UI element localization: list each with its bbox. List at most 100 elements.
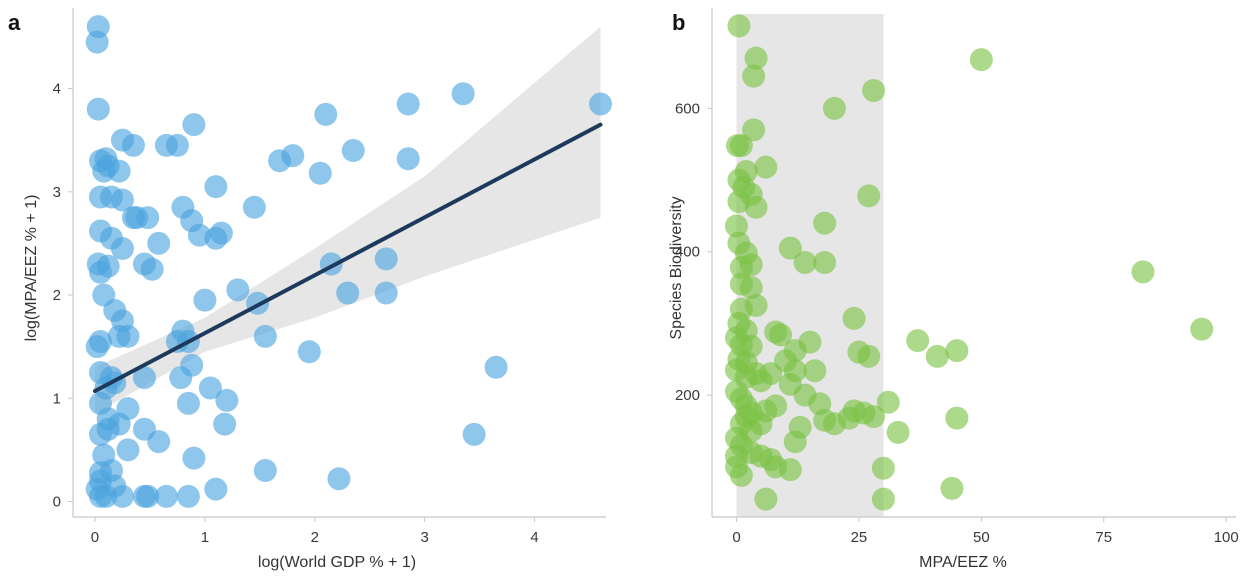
panel-a-data-point — [327, 467, 351, 491]
panel-b-data-point — [906, 329, 930, 353]
panel-b-data-point — [857, 184, 881, 208]
panel-a-data-point — [336, 281, 360, 305]
panel-b-data-point — [862, 78, 886, 102]
panel-a-data-point — [96, 417, 120, 441]
panel-b-y-tick-label: 400 — [675, 244, 700, 261]
panel-b-data-point — [742, 64, 766, 88]
panel-a-data-point — [165, 133, 189, 157]
panel-a-data-point — [154, 484, 178, 508]
panel-b-data-point — [871, 487, 895, 511]
panel-a-y-tick-label: 1 — [53, 390, 61, 407]
panel-a-y-tick-label: 4 — [53, 81, 61, 98]
panel-a-x-tick-label: 4 — [530, 529, 538, 546]
panel-a-data-point — [198, 376, 222, 400]
panel-a-data-point — [85, 477, 109, 501]
panel-b-data-point — [769, 323, 793, 347]
panel-b-data-point — [742, 118, 766, 142]
panel-a: a 0 1 2 3 4 0 1 2 3 4 log(World GDP % + 1) log(MP… — [8, 8, 613, 571]
panel-a-data-point — [107, 324, 131, 348]
panel-b-data-point — [724, 444, 748, 468]
panel-a-data-point — [589, 92, 613, 116]
panel-a-data-point — [86, 97, 110, 121]
panel-a-data-point — [85, 30, 109, 54]
panel-b-data-point — [940, 476, 964, 500]
panel-a-data-point — [226, 278, 250, 302]
panel-a-data-point — [110, 237, 134, 261]
panel-b-data-point — [1131, 260, 1155, 284]
panel-a-data-point — [176, 484, 200, 508]
panel-b-data-point — [793, 251, 817, 274]
panel-a-confidence-band — [94, 26, 601, 414]
panel-a-x-tick-label: 0 — [91, 529, 99, 546]
panel-b-data-point — [925, 344, 949, 368]
panel-a-data-point — [215, 388, 239, 412]
panel-a-data-point — [308, 161, 332, 185]
panel-a-data-point — [182, 446, 206, 470]
panel-a-y-axis-label: log(MPA/EEZ % + 1) — [23, 195, 40, 342]
panel-a-data-point — [462, 422, 486, 446]
panel-a-x-axis-label: log(World GDP % + 1) — [258, 554, 416, 571]
panel-b-data-point — [857, 344, 881, 368]
panel-a-confidence-band-group — [94, 26, 601, 414]
panel-b-data-point — [842, 306, 866, 330]
panel-b-data-point — [822, 96, 846, 120]
panel-a-fit-line-group — [92, 122, 603, 394]
panel-b-x-tick-label: 0 — [732, 529, 740, 546]
panel-b-data-point — [778, 458, 802, 482]
panel-b-data-point — [945, 339, 969, 363]
panel-b-data-point — [727, 190, 751, 214]
panel-b-data-point — [749, 412, 773, 436]
panel-b-data-point — [876, 390, 900, 414]
panel-a-data-point — [253, 459, 277, 483]
panel-b-x-tick-label: 25 — [851, 529, 868, 546]
panel-a-fit-line — [92, 122, 603, 394]
panel-a-data-point — [182, 113, 206, 137]
panel-a-data-point — [132, 366, 156, 390]
panel-b-data-point — [945, 406, 969, 430]
panel-a-data-point — [451, 82, 475, 106]
panel-a-y-tick-label: 0 — [53, 494, 61, 511]
panel-a-x-tick-label: 1 — [201, 529, 209, 546]
panel-b-data-point — [803, 359, 827, 383]
panel-b-data-point — [754, 155, 778, 179]
panel-a-data-point — [180, 353, 204, 377]
panel-a-data-point — [116, 438, 140, 462]
panel-b-x-tick-label: 50 — [973, 529, 990, 546]
panel-b-data-point — [871, 456, 895, 480]
panel-b-data-point — [969, 48, 993, 72]
panel-a-data-point — [193, 288, 217, 312]
panel-a-y-tick-label: 2 — [53, 287, 61, 304]
panel-a-data-point — [125, 206, 149, 230]
panel-b-data-point — [778, 236, 802, 260]
panel-a-axes: 0 1 2 3 4 0 1 2 3 4 — [53, 8, 606, 546]
panel-b-data-point — [822, 412, 846, 436]
panel-a-data-point — [85, 335, 109, 359]
panel-a-data-point — [136, 484, 160, 508]
panel-a-data-point — [204, 175, 228, 199]
panel-b-data-point — [862, 405, 886, 429]
panel-a-data-point — [147, 231, 171, 255]
panel-a-data-point — [209, 221, 233, 245]
panel-a-data-point — [374, 281, 398, 305]
panel-a-data-point — [88, 260, 112, 284]
panel-b-letter: b — [672, 10, 685, 35]
panel-b-x-tick-label: 100 — [1214, 529, 1239, 546]
panel-a-data-point — [176, 391, 200, 415]
panel-a-data-point — [396, 147, 420, 171]
panel-b-y-tick-label: 600 — [675, 100, 700, 117]
panel-a-data-point — [107, 159, 131, 183]
panel-b-data-point — [727, 14, 751, 38]
panel-b-points — [724, 14, 1214, 511]
panel-b-data-point — [783, 430, 807, 454]
panel-b-data-point — [813, 251, 837, 274]
panel-a-data-point — [171, 319, 195, 343]
panel-a-data-point — [242, 195, 266, 219]
panel-b-data-point — [744, 46, 768, 70]
panel-a-data-point — [314, 102, 338, 126]
panel-b-data-point — [729, 463, 753, 487]
panel-b-data-point — [754, 487, 778, 511]
panel-a-data-point — [147, 430, 171, 454]
panel-a-data-point — [140, 257, 164, 281]
panel-a-x-tick-label: 3 — [420, 529, 428, 546]
